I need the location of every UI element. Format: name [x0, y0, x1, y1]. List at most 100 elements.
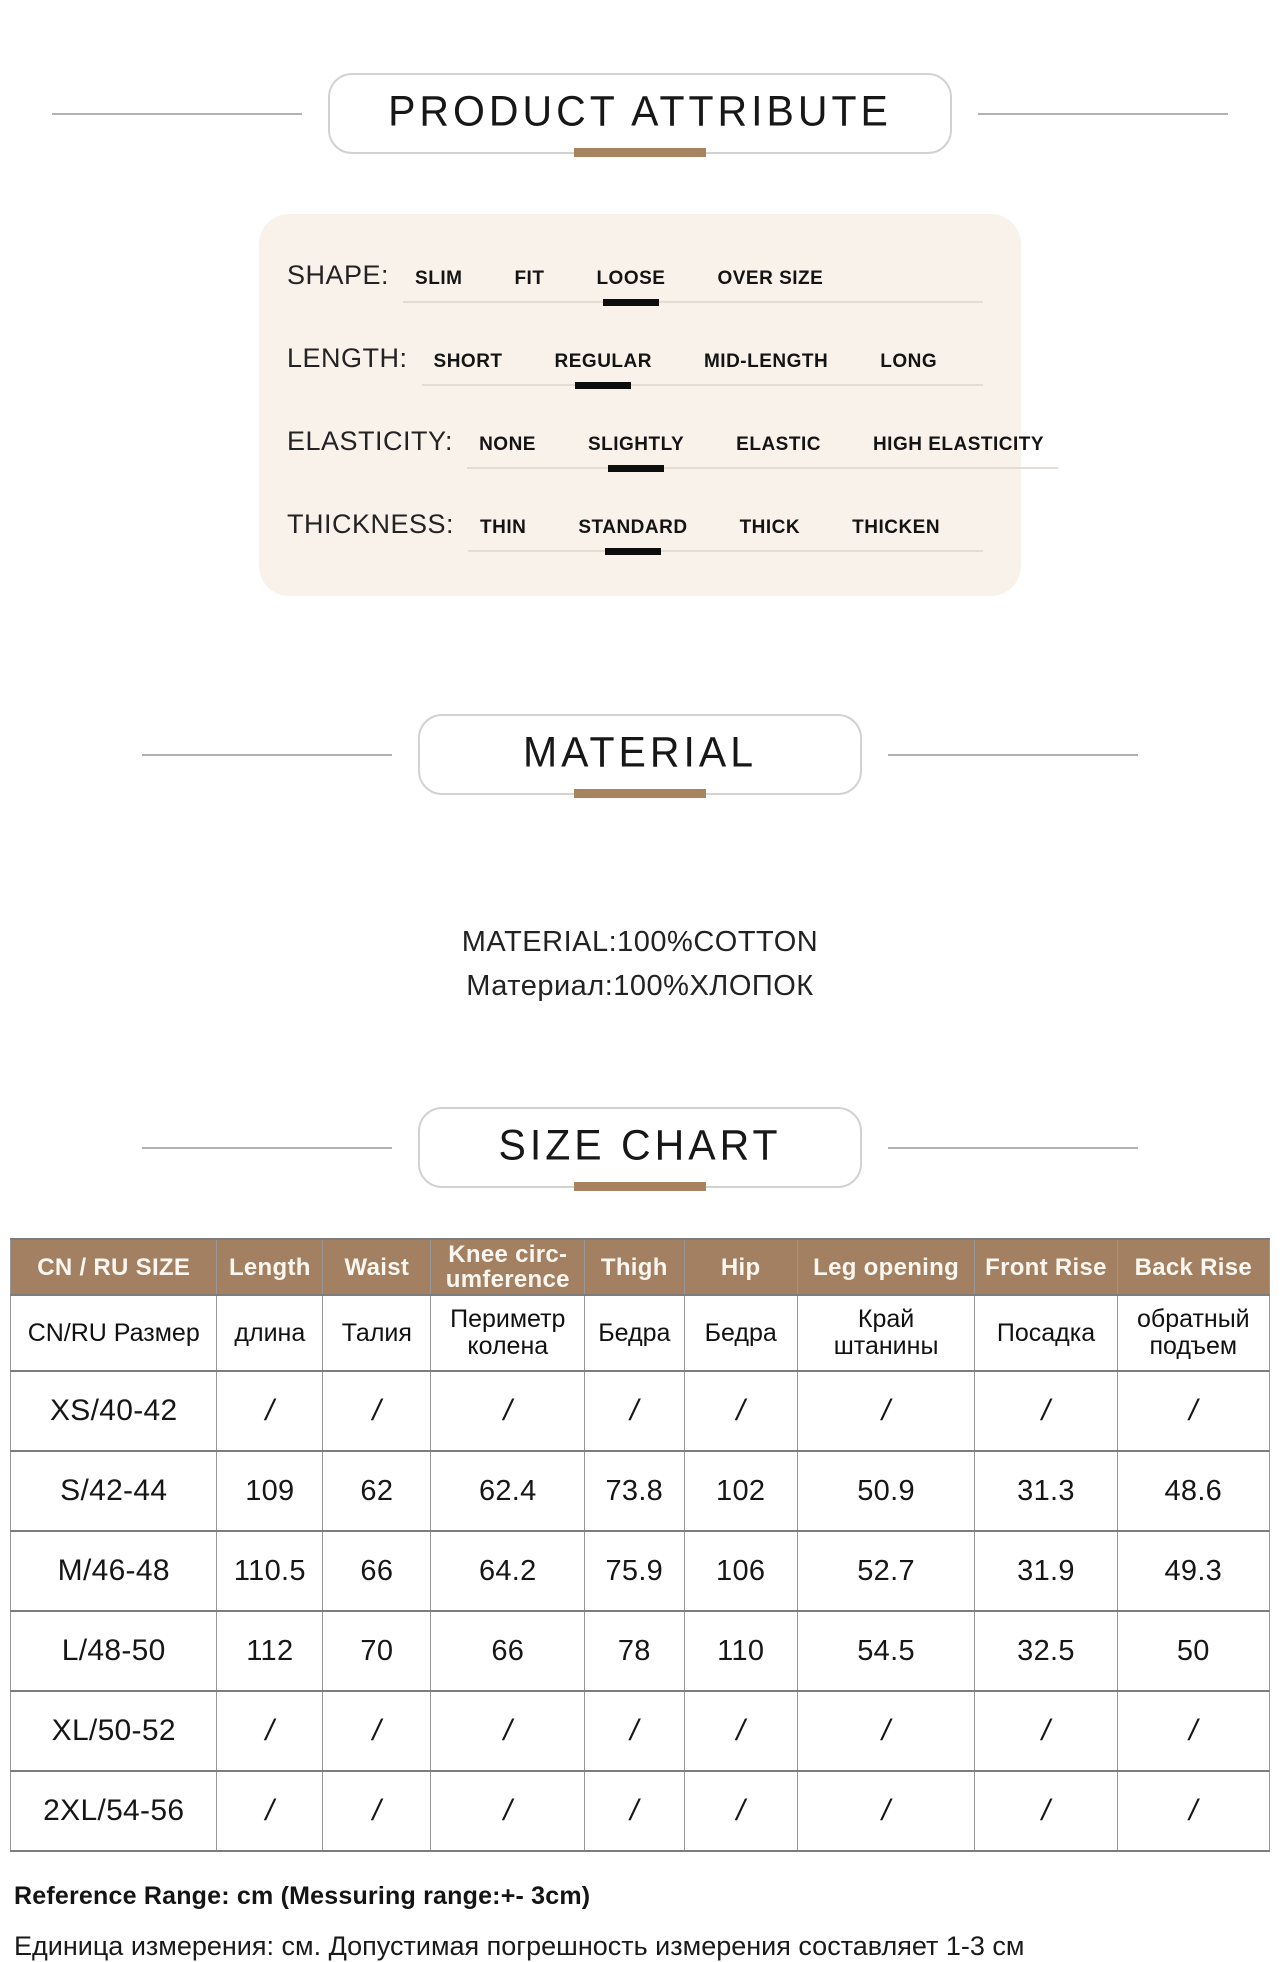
- size-chart-header: SIZE CHART: [0, 1107, 1280, 1191]
- table-cell: /: [974, 1690, 1118, 1773]
- measurement-notes: Reference Range: cm (Messuring range:+- …: [14, 1882, 1264, 1962]
- size-chart-table: CN / RU SIZE Length Waist Knee circ- umf…: [9, 1237, 1271, 1853]
- table-cell: /: [1116, 1690, 1271, 1773]
- table-cell: /: [584, 1770, 685, 1853]
- table-cell: 62: [322, 1450, 432, 1533]
- table-cell: /: [322, 1770, 432, 1853]
- size-cell: XS/40-42: [9, 1370, 218, 1453]
- table-cell: 54.5: [796, 1610, 976, 1693]
- table-cell: /: [796, 1370, 976, 1453]
- attribute-option: LOOSE: [596, 268, 666, 289]
- table-cell: 31.9: [974, 1530, 1118, 1613]
- table-row: XL/50-52 / / / / / / / /: [9, 1690, 1271, 1773]
- column-header-ru: Периметр колена: [430, 1294, 586, 1373]
- column-header-ru: Край штанины: [796, 1294, 976, 1373]
- product-attribute-title-box: PRODUCT ATTRIBUTE: [328, 73, 952, 157]
- table-cell: 75.9: [584, 1530, 685, 1613]
- table-cell: 62.4: [430, 1450, 586, 1533]
- column-header-ru: Талия: [322, 1294, 432, 1373]
- material-line-en: MATERIAL:100%COTTON: [461, 926, 819, 958]
- table-header-row-ru: CN/RU Размер длина Талия Периметр колена…: [9, 1294, 1271, 1373]
- attribute-option: OVER SIZE: [717, 268, 824, 289]
- table-header-row-en: CN / RU SIZE Length Waist Knee circ- umf…: [9, 1237, 1271, 1297]
- table-cell: 66: [322, 1530, 432, 1613]
- divider-line-left: [142, 753, 392, 756]
- column-header-ru: длина: [216, 1294, 324, 1373]
- product-attribute-title: PRODUCT ATTRIBUTE: [388, 86, 892, 136]
- table-cell: /: [430, 1370, 586, 1453]
- material-title: MATERIAL: [523, 727, 757, 777]
- table-cell: 64.2: [430, 1530, 586, 1613]
- table-cell: 32.5: [974, 1610, 1118, 1693]
- size-cell: M/46-48: [9, 1530, 218, 1613]
- attribute-option: THICKEN: [852, 517, 941, 538]
- table-cell: 109: [216, 1450, 324, 1533]
- divider-line-right: [888, 753, 1138, 756]
- product-attribute-header: PRODUCT ATTRIBUTE: [0, 0, 1280, 157]
- material-title-box: MATERIAL: [418, 714, 862, 798]
- size-cell: S/42-44: [9, 1450, 218, 1533]
- size-chart-title-box: SIZE CHART: [418, 1107, 862, 1191]
- material-header: MATERIAL: [0, 714, 1280, 798]
- attribute-option: HIGH ELASTICITY: [872, 434, 1045, 455]
- table-row: S/42-44 109 62 62.4 73.8 102 50.9 31.3 4…: [9, 1450, 1271, 1533]
- column-header: Knee circ- umference: [430, 1237, 586, 1297]
- attribute-option: THICK: [739, 517, 801, 538]
- attribute-option: STANDARD: [578, 517, 688, 538]
- column-header-ru: Бедра: [584, 1294, 685, 1373]
- attribute-options: SHORT REGULAR MID-LENGTH LONG: [421, 351, 983, 386]
- table-cell: 73.8: [584, 1450, 685, 1533]
- table-cell: /: [216, 1370, 324, 1453]
- attribute-row-length: LENGTH: SHORT REGULAR MID-LENGTH LONG: [287, 343, 983, 386]
- attribute-option: MID-LENGTH: [703, 351, 829, 372]
- attribute-row-thickness: THICKNESS: THIN STANDARD THICK THICKEN: [287, 509, 983, 552]
- note-reference-range: Reference Range: cm (Messuring range:+- …: [14, 1882, 591, 1911]
- accent-bar: [574, 789, 706, 798]
- table-cell: 110.5: [216, 1530, 324, 1613]
- attribute-option: REGULAR: [554, 351, 652, 372]
- size-chart-title: SIZE CHART: [498, 1120, 782, 1170]
- attribute-options: NONE SLIGHTLY ELASTIC HIGH ELASTICITY: [467, 434, 1059, 469]
- table-cell: 78: [584, 1610, 685, 1693]
- table-cell: /: [1116, 1370, 1271, 1453]
- table-cell: 70: [322, 1610, 432, 1693]
- table-cell: 106: [683, 1530, 798, 1613]
- divider-line-left: [52, 112, 303, 115]
- column-header: Waist: [322, 1237, 432, 1297]
- table-cell: 50: [1116, 1610, 1271, 1693]
- table-cell: /: [974, 1370, 1118, 1453]
- table-cell: /: [974, 1770, 1118, 1853]
- size-cell: XL/50-52: [9, 1690, 218, 1773]
- column-header: CN / RU SIZE: [9, 1237, 218, 1297]
- column-header-ru: CN/RU Размер: [9, 1294, 218, 1373]
- attribute-option: THIN: [480, 517, 527, 538]
- table-row: M/46-48 110.5 66 64.2 75.9 106 52.7 31.9…: [9, 1530, 1271, 1613]
- note-measurement-unit-ru: Единица измерения: см. Допустимая погреш…: [14, 1931, 1025, 1962]
- table-cell: /: [683, 1770, 798, 1853]
- table-cell: 110: [683, 1610, 798, 1693]
- column-header-ru: Посадка: [974, 1294, 1118, 1373]
- material-composition: MATERIAL:100%COTTON Материал:100%ХЛОПОК: [0, 921, 1280, 1008]
- attribute-option: SHORT: [433, 351, 503, 372]
- column-header: Length: [216, 1237, 324, 1297]
- table-row: 2XL/54-56 / / / / / / / /: [9, 1770, 1271, 1853]
- table-cell: /: [796, 1690, 976, 1773]
- table-cell: 66: [430, 1610, 586, 1693]
- divider-line-right: [888, 1146, 1138, 1149]
- attribute-option: SLIM: [415, 268, 463, 289]
- table-cell: 49.3: [1116, 1530, 1271, 1613]
- table-row: XS/40-42 / / / / / / / /: [9, 1370, 1271, 1453]
- table-cell: 50.9: [796, 1450, 976, 1533]
- table-cell: /: [322, 1370, 432, 1453]
- accent-bar: [573, 148, 706, 157]
- attribute-option: ELASTIC: [736, 434, 821, 455]
- attribute-options: SLIM FIT LOOSE OVER SIZE: [403, 268, 983, 303]
- attribute-options: THIN STANDARD THICK THICKEN: [468, 517, 983, 552]
- table-cell: /: [322, 1690, 432, 1773]
- attribute-option: FIT: [514, 268, 545, 289]
- table-cell: /: [430, 1770, 586, 1853]
- column-header: Thigh: [584, 1237, 685, 1297]
- divider-line-right: [977, 112, 1228, 115]
- table-row: L/48-50 112 70 66 78 110 54.5 32.5 50: [9, 1610, 1271, 1693]
- table-cell: /: [584, 1370, 685, 1453]
